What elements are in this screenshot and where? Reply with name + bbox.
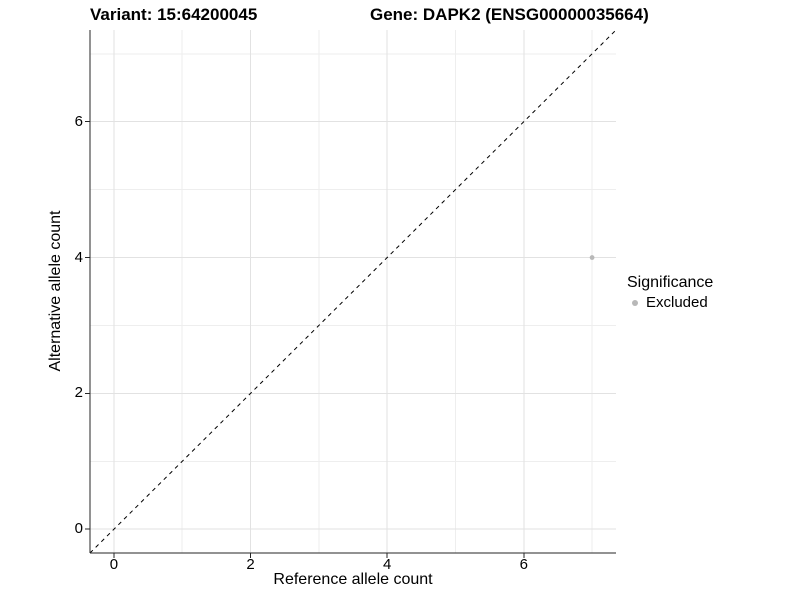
y-tick-label: 2 [74,384,83,402]
circle-marker-icon [632,299,638,306]
y-tick-label: 4 [74,248,83,266]
legend-entry-label: Excluded [646,294,708,311]
x-axis-title: Reference allele count [273,571,433,588]
y-tick-label: 6 [74,112,83,130]
x-tick-label: 2 [246,556,255,573]
legend: Significance Excluded [627,273,713,311]
data-point [589,255,595,260]
y-axis-title: Alternative allele count [47,210,64,372]
x-tick-label: 6 [519,556,528,573]
legend-entries: Excluded [627,294,713,311]
legend-point-icon [627,295,643,311]
x-tick-label: 0 [109,556,119,573]
x-tick-label: 4 [382,556,392,573]
plot-title-variant: Variant: 15:64200045 [90,5,258,24]
legend-entry: Excluded [627,294,713,311]
y-tick-label: 0 [74,520,83,538]
plot-title-gene: Gene: DAPK2 (ENSG00000035664) [370,5,649,24]
legend-title: Significance [627,274,714,291]
identity-line [89,29,617,554]
